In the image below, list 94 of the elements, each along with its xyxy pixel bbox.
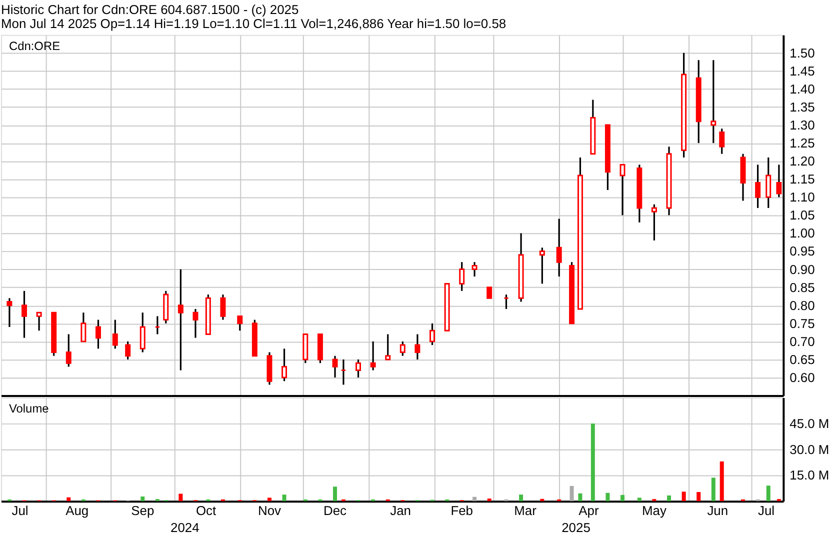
candlestick: [755, 164, 761, 209]
annotation: Cdn:ORE: [8, 38, 60, 53]
candlestick: [237, 315, 243, 332]
candlestick: [472, 261, 478, 278]
y-tick-label: 1.20: [790, 154, 815, 169]
bar: [620, 494, 624, 502]
bar: [570, 486, 574, 502]
bar: [140, 496, 145, 502]
bar: [667, 495, 672, 502]
x-tick-label: Jan: [390, 503, 411, 518]
candlestick: [620, 164, 626, 216]
y-tick-label: 0.65: [790, 352, 815, 367]
candlestick: [370, 340, 376, 372]
x-tick-label: Jun: [707, 503, 728, 518]
y-tick-label: 1.25: [790, 136, 815, 151]
x-tick-label: Dec: [324, 503, 348, 518]
x-tick-label: Feb: [450, 503, 473, 518]
candlestick: [539, 246, 545, 285]
x-tick-label: Apr: [578, 503, 600, 518]
annotation: Volume: [8, 401, 50, 416]
x-tick-label: Nov: [258, 503, 282, 518]
x-tick-label: May: [642, 503, 667, 518]
bar: [66, 497, 71, 502]
candlestick: [6, 297, 12, 328]
x-tick-label: Jul: [12, 503, 28, 518]
y-tick-label: 45.0 M: [790, 416, 830, 431]
candlestick: [192, 308, 198, 339]
y-tick-label: 1.00: [790, 226, 815, 241]
candlestick: [356, 358, 361, 378]
y-tick-label: 0.80: [790, 298, 815, 313]
bar: [711, 478, 716, 502]
x-tick-label: Jul: [758, 503, 775, 518]
y-tick-label: 0.90: [790, 262, 815, 277]
x-tick-label: Mar: [514, 503, 538, 518]
y-tick-label: 1.35: [790, 99, 815, 114]
bar: [590, 423, 595, 502]
chart-subtitle: Mon Jul 14 2025 Op=1.14 Hi=1.19 Lo=1.10 Cl=1.11 Vol=1,246,886 Year hi=1.50 lo=0.58: [0, 16, 506, 31]
candlestick: [719, 128, 725, 155]
candlestick: [140, 312, 146, 354]
candlestick: [80, 312, 86, 342]
bar: [682, 492, 686, 502]
y-tick-label: 1.50: [790, 45, 815, 60]
candlestick: [556, 218, 562, 278]
bar: [487, 498, 492, 502]
y-tick-label: 0.85: [790, 280, 815, 295]
candlestick: [112, 318, 118, 350]
candlestick: [332, 355, 338, 378]
y-tick-label: 1.05: [790, 208, 815, 223]
candlestick: [36, 312, 42, 332]
candlestick: [95, 318, 101, 350]
candlestick: [220, 294, 226, 321]
candlestick: [414, 333, 420, 360]
y-tick-label: 15.0 M: [790, 468, 830, 483]
y-tick-label: 30.0 M: [790, 442, 830, 457]
y-tick-label: 1.45: [790, 63, 815, 78]
bar: [267, 498, 272, 502]
bar: [333, 486, 337, 502]
candlestick: [125, 340, 131, 360]
bar: [178, 494, 183, 502]
chart-title: Historic Chart for Cdn:ORE 604.687.1500 - (c) 2025: [0, 2, 299, 17]
candlestick: [651, 204, 657, 242]
candlestick: [710, 59, 716, 144]
candlestick: [178, 268, 184, 372]
bar: [282, 494, 286, 502]
candlestick: [766, 156, 772, 209]
bar: [606, 492, 610, 502]
candlestick: [385, 333, 391, 360]
y-tick-label: 0.95: [790, 244, 815, 259]
bar: [519, 494, 524, 502]
candlestick: [282, 348, 288, 382]
candlestick: [459, 261, 465, 292]
bar: [637, 498, 642, 502]
y-tick-label: 1.15: [790, 172, 815, 187]
y-tick-label: 1.40: [790, 81, 815, 96]
text: 2025: [562, 520, 590, 536]
y-tick-label: 0.75: [790, 316, 815, 331]
y-tick-label: 1.30: [790, 118, 815, 132]
bar: [766, 486, 770, 502]
y-tick-label: 1.10: [790, 190, 815, 205]
candlestick: [430, 322, 435, 346]
candlestick: [400, 340, 406, 357]
candlestick: [22, 290, 27, 339]
bar: [696, 492, 701, 502]
text: 2024: [170, 520, 200, 536]
x-tick-label: Sep: [131, 503, 154, 518]
bar: [720, 461, 724, 502]
x-tick-label: Oct: [196, 503, 217, 518]
y-tick-label: 0.70: [790, 334, 815, 349]
y-tick-label: 0.60: [790, 370, 815, 385]
bar: [578, 493, 582, 502]
candlestick: [486, 286, 492, 299]
bar: [472, 496, 477, 502]
x-tick-label: Aug: [66, 503, 89, 518]
candlestick: [66, 333, 72, 368]
